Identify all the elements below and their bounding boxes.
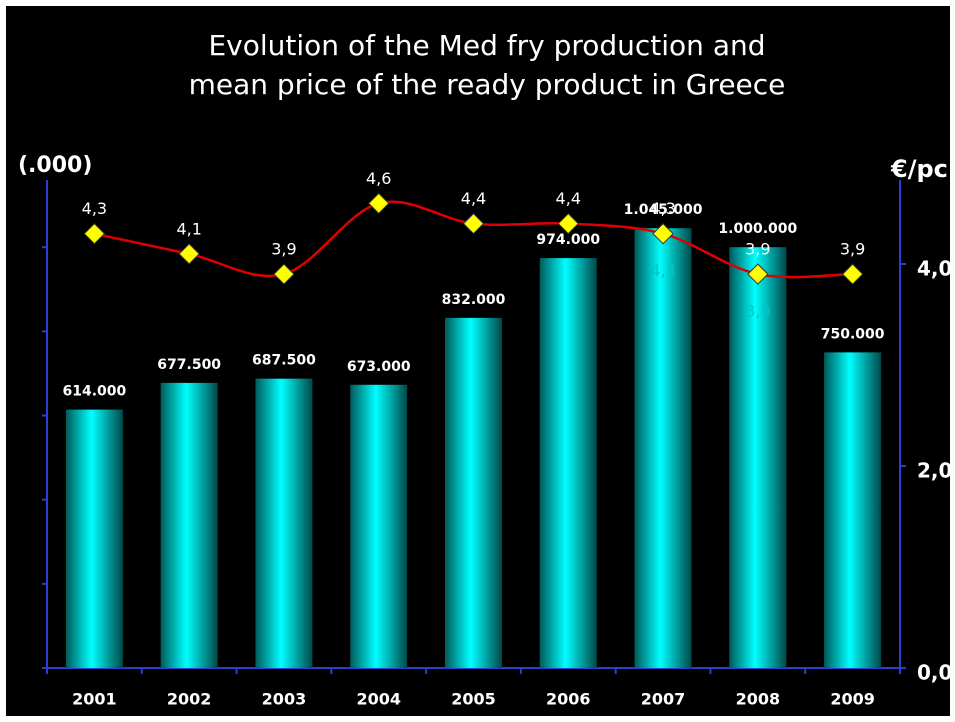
bar-value-label: 1.045.000 <box>624 202 703 218</box>
bar-value-label: 687.500 <box>252 353 316 369</box>
price-value-label: 3,9 <box>271 240 296 259</box>
bar <box>65 409 123 668</box>
price-marker <box>747 263 769 285</box>
bar <box>539 258 597 668</box>
bar-value-label: 1.000.000 <box>718 221 797 237</box>
x-tick-label: 2003 <box>262 690 307 709</box>
bar-value-label: 673.000 <box>347 359 411 375</box>
price-value-label: 4,6 <box>366 169 391 188</box>
chart-title: Evolution of the Med fry production and <box>208 29 765 62</box>
x-tick-label: 2004 <box>356 690 401 709</box>
x-tick-label: 2009 <box>830 690 875 709</box>
bar-value-label: 974.000 <box>536 232 600 248</box>
price-value-label: 4,3 <box>650 199 675 218</box>
bar <box>445 317 502 668</box>
y2-axis-label: €/pc <box>890 155 948 183</box>
x-tick-label: 2005 <box>451 690 496 709</box>
bar-value-label: 832.000 <box>442 292 506 308</box>
price-value-label: 4,3 <box>82 199 107 218</box>
x-tick-label: 2006 <box>546 690 591 709</box>
price-marker <box>841 263 864 285</box>
annotation: 3,9 <box>745 302 770 321</box>
price-marker <box>368 192 390 215</box>
x-tick-label: 2002 <box>167 690 212 709</box>
bar <box>350 384 408 668</box>
chart-title: mean price of the ready product in Greec… <box>189 68 786 101</box>
bar-value-label: 614.000 <box>63 384 127 400</box>
x-tick-label: 2007 <box>641 690 686 709</box>
y-axis-label: (.000) <box>18 153 92 178</box>
price-marker <box>462 212 485 235</box>
bar <box>729 247 787 668</box>
price-value-label: 4,1 <box>176 219 201 238</box>
y2-tick-label: 0,0 <box>917 661 952 685</box>
price-value-label: 4,4 <box>461 189 486 208</box>
bar <box>160 382 218 668</box>
annotation: 4,3 <box>650 261 675 280</box>
price-marker <box>652 222 674 245</box>
x-tick-label: 2001 <box>72 690 117 709</box>
price-value-label: 3,9 <box>745 240 770 259</box>
price-value-label: 4,4 <box>556 189 581 208</box>
price-value-label: 3,9 <box>840 240 865 259</box>
bar-value-label: 750.000 <box>821 326 885 342</box>
price-marker <box>273 263 295 285</box>
y2-tick-label: 4,0 <box>917 257 952 281</box>
bar <box>824 352 882 668</box>
bar <box>634 228 692 668</box>
price-marker <box>83 222 106 245</box>
bar <box>255 378 313 668</box>
price-marker <box>178 243 200 265</box>
y2-tick-label: 2,0 <box>917 459 952 483</box>
price-marker <box>557 212 579 235</box>
bar-value-label: 677.500 <box>157 357 221 373</box>
x-tick-label: 2008 <box>736 690 781 709</box>
